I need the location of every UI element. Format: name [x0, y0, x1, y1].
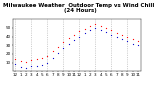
- Point: [30, 59, 33, 61]
- Point: [46, 62, 49, 63]
- Point: [100, 25, 102, 27]
- Point: [73, 39, 75, 41]
- Point: [62, 41, 65, 42]
- Point: [41, 65, 43, 66]
- Point: [41, 58, 43, 59]
- Point: [36, 65, 38, 67]
- Point: [132, 43, 134, 44]
- Point: [14, 64, 17, 65]
- Point: [25, 61, 27, 62]
- Point: [20, 66, 22, 68]
- Point: [68, 38, 70, 39]
- Point: [84, 32, 86, 34]
- Point: [105, 31, 107, 33]
- Point: [52, 51, 54, 52]
- Point: [137, 40, 139, 42]
- Text: Milwaukee Weather  Outdoor Temp vs Wind Chill  (24 Hours): Milwaukee Weather Outdoor Temp vs Wind C…: [3, 3, 157, 13]
- Point: [137, 45, 139, 46]
- Point: [46, 55, 49, 56]
- Point: [121, 34, 123, 35]
- Point: [78, 31, 81, 32]
- Point: [94, 27, 97, 29]
- Point: [52, 58, 54, 59]
- Point: [132, 38, 134, 40]
- Point: [73, 34, 75, 35]
- Point: [57, 52, 59, 54]
- Point: [62, 47, 65, 49]
- Point: [116, 32, 118, 34]
- Point: [126, 40, 129, 42]
- Point: [121, 38, 123, 40]
- Point: [14, 58, 17, 60]
- Point: [68, 44, 70, 45]
- Point: [110, 34, 113, 35]
- Point: [110, 30, 113, 31]
- Point: [78, 36, 81, 37]
- Point: [105, 27, 107, 29]
- Point: [89, 25, 91, 27]
- Point: [25, 67, 27, 69]
- Point: [126, 36, 129, 37]
- Point: [89, 30, 91, 31]
- Point: [100, 29, 102, 30]
- Point: [36, 58, 38, 60]
- Point: [116, 37, 118, 38]
- Point: [30, 65, 33, 67]
- Point: [84, 28, 86, 29]
- Point: [57, 46, 59, 48]
- Point: [94, 24, 97, 25]
- Point: [20, 60, 22, 62]
